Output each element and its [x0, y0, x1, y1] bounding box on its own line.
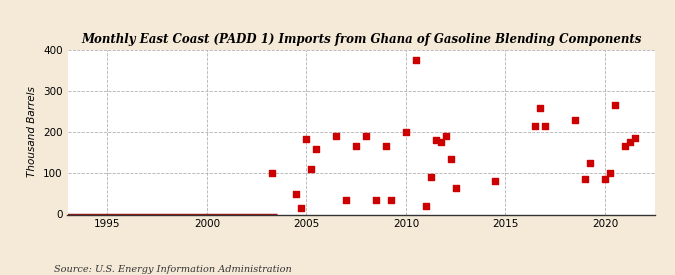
Point	[431, 138, 441, 142]
Point	[620, 144, 630, 148]
Point	[296, 206, 307, 211]
Y-axis label: Thousand Barrels: Thousand Barrels	[28, 87, 37, 177]
Point	[490, 178, 501, 183]
Point	[450, 185, 461, 190]
Point	[381, 144, 392, 148]
Point	[371, 198, 381, 202]
Point	[421, 204, 431, 208]
Point	[599, 177, 610, 182]
Point	[306, 167, 317, 171]
Point	[540, 124, 551, 128]
Point	[341, 198, 352, 202]
Point	[435, 140, 446, 145]
Point	[605, 171, 616, 175]
Text: Source: U.S. Energy Information Administration: Source: U.S. Energy Information Administ…	[54, 265, 292, 274]
Point	[311, 146, 322, 151]
Point	[410, 58, 421, 62]
Point	[351, 144, 362, 148]
Point	[331, 134, 342, 138]
Point	[385, 198, 396, 202]
Point	[446, 157, 456, 161]
Point	[360, 134, 371, 138]
Point	[266, 171, 277, 175]
Point	[630, 136, 641, 140]
Point	[570, 117, 580, 122]
Point	[530, 124, 541, 128]
Point	[624, 140, 635, 145]
Point	[301, 137, 312, 142]
Point	[585, 161, 595, 165]
Point	[535, 106, 545, 110]
Point	[291, 192, 302, 196]
Point	[440, 134, 451, 138]
Point	[610, 103, 620, 107]
Title: Monthly East Coast (PADD 1) Imports from Ghana of Gasoline Blending Components: Monthly East Coast (PADD 1) Imports from…	[81, 32, 641, 46]
Point	[580, 177, 591, 182]
Point	[400, 130, 411, 134]
Point	[425, 175, 436, 180]
